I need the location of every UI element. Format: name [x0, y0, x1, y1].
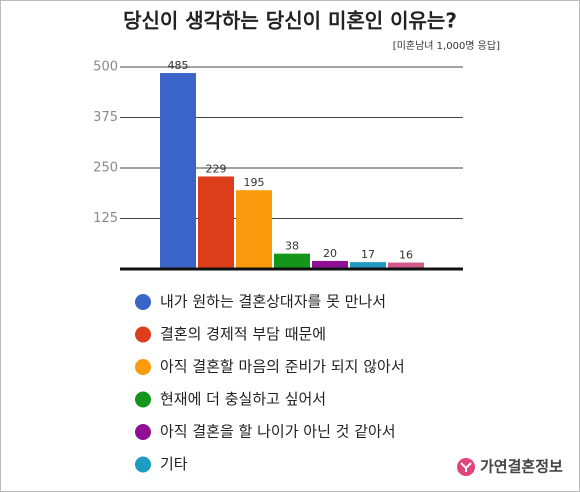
legend-swatch	[135, 424, 151, 440]
y-tick-label: 125	[93, 211, 118, 226]
legend-label: 아직 결혼을 할 나이가 아닌 것 같아서	[160, 423, 396, 441]
legend-label: 기타	[160, 455, 188, 473]
value-label: 16	[399, 249, 413, 262]
legend-swatch	[135, 391, 151, 408]
bar	[198, 176, 234, 269]
y-tick-label: 500	[93, 60, 118, 75]
bar	[388, 262, 424, 269]
legend-swatch	[135, 359, 151, 375]
bar	[236, 190, 272, 269]
legend-swatch	[135, 456, 151, 473]
chart-title: 당신이 생각하는 당신이 미혼인 이유는?	[123, 9, 457, 33]
bar	[274, 253, 310, 269]
y-tick-label: 375	[93, 110, 118, 125]
value-label: 38	[285, 240, 299, 253]
value-label: 195	[244, 176, 265, 189]
value-label: 229	[206, 162, 227, 175]
legend-swatch	[135, 294, 151, 310]
value-label: 485	[168, 59, 189, 72]
legend-label: 아직 결혼할 마음의 준비가 되지 않아서	[160, 358, 405, 376]
bar	[312, 260, 348, 269]
bar	[350, 262, 386, 269]
chart-subtitle: [미혼남녀 1,000명 응답]	[393, 39, 500, 52]
legend-label: 내가 원하는 결혼상대자를 못 만나서	[160, 293, 386, 311]
bar	[160, 73, 196, 269]
legend-swatch	[135, 326, 151, 343]
brand-logo: 가연결혼정보	[457, 458, 563, 476]
logo-glyph	[460, 462, 472, 472]
y-tick-label: 250	[93, 161, 118, 176]
legend-label: 현재에 더 충실하고 싶어서	[160, 390, 326, 408]
value-label: 17	[361, 248, 375, 261]
legend-label: 결혼의 경제적 부담 때문에	[160, 325, 326, 343]
value-label: 20	[323, 247, 337, 260]
brand-name: 가연결혼정보	[480, 458, 563, 476]
